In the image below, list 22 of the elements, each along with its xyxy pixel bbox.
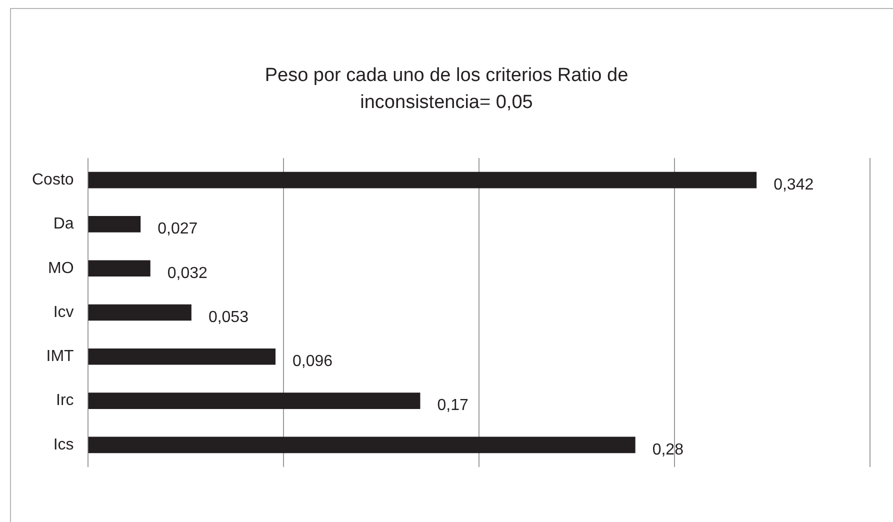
data-label: 0,096 <box>292 353 333 370</box>
bar <box>88 304 192 321</box>
bar <box>88 348 276 365</box>
y-tick-label: MO <box>48 260 74 277</box>
bar <box>88 172 757 188</box>
data-label: 0,17 <box>437 397 468 414</box>
y-tick-label: Ics <box>53 436 74 454</box>
data-label: 0,027 <box>158 220 198 238</box>
data-label: 0,28 <box>652 441 684 458</box>
data-label: 0,032 <box>167 264 208 282</box>
chart-title: Peso por cada uno de los criterios Ratio de inconsistencia= 0,05 <box>264 64 630 115</box>
bar <box>88 260 150 277</box>
bar <box>88 436 636 454</box>
data-label: 0,342 <box>774 176 814 194</box>
bar <box>88 216 141 232</box>
y-tick-label: Costo <box>32 171 74 188</box>
y-tick-label: Da <box>53 216 74 233</box>
y-tick-label: Irc <box>56 392 74 410</box>
bar <box>88 392 420 409</box>
data-label: 0,053 <box>208 308 249 326</box>
y-tick-label: Icv <box>53 304 74 321</box>
y-tick-label: IMT <box>46 348 74 366</box>
